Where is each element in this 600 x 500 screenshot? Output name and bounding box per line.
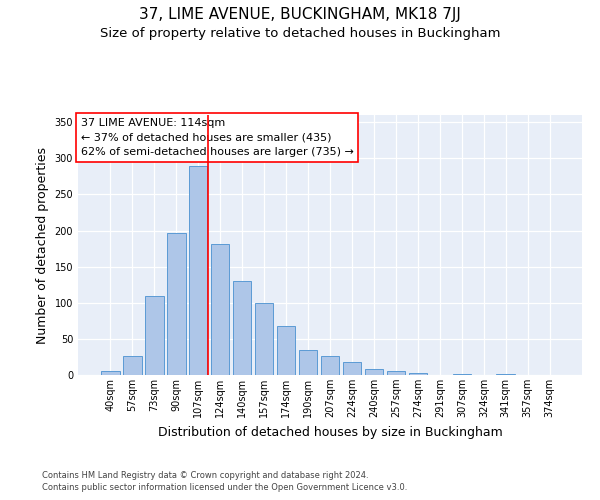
Text: Contains public sector information licensed under the Open Government Licence v3: Contains public sector information licen… xyxy=(42,484,407,492)
Y-axis label: Number of detached properties: Number of detached properties xyxy=(36,146,49,344)
Text: 37 LIME AVENUE: 114sqm
← 37% of detached houses are smaller (435)
62% of semi-de: 37 LIME AVENUE: 114sqm ← 37% of detached… xyxy=(80,118,353,157)
Bar xyxy=(233,281,251,375)
Bar xyxy=(255,303,274,375)
Bar xyxy=(343,362,361,375)
X-axis label: Distribution of detached houses by size in Buckingham: Distribution of detached houses by size … xyxy=(158,426,502,438)
Bar xyxy=(277,326,295,375)
Bar xyxy=(101,370,119,375)
Text: 37, LIME AVENUE, BUCKINGHAM, MK18 7JJ: 37, LIME AVENUE, BUCKINGHAM, MK18 7JJ xyxy=(139,8,461,22)
Bar xyxy=(452,374,471,375)
Bar xyxy=(189,166,208,375)
Bar xyxy=(365,369,383,375)
Bar xyxy=(496,374,515,375)
Bar xyxy=(167,232,185,375)
Bar xyxy=(386,372,405,375)
Text: Contains HM Land Registry data © Crown copyright and database right 2024.: Contains HM Land Registry data © Crown c… xyxy=(42,471,368,480)
Bar xyxy=(123,356,142,375)
Text: Size of property relative to detached houses in Buckingham: Size of property relative to detached ho… xyxy=(100,28,500,40)
Bar xyxy=(409,373,427,375)
Bar xyxy=(299,350,317,375)
Bar xyxy=(145,296,164,375)
Bar xyxy=(211,244,229,375)
Bar xyxy=(320,356,340,375)
